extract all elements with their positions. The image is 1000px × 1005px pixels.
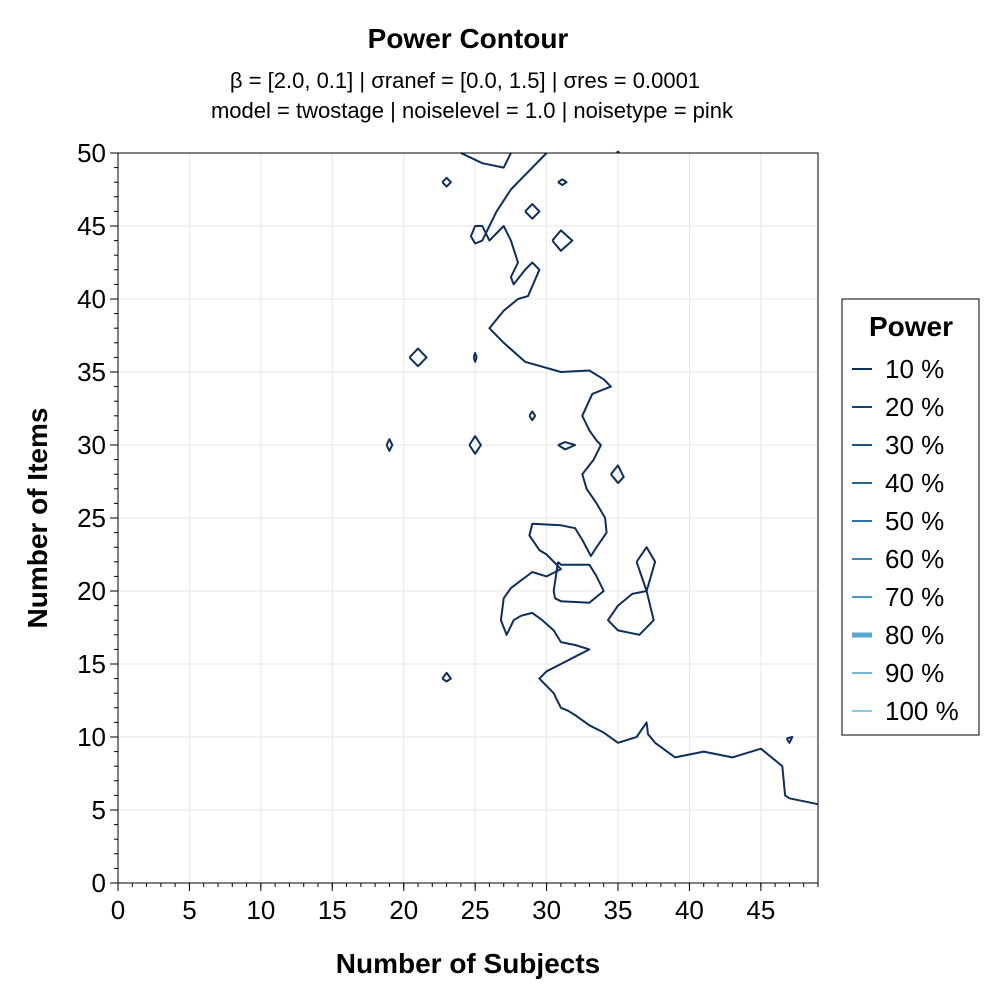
y-tick-label: 5 <box>92 795 106 825</box>
x-tick-label: 20 <box>389 895 418 925</box>
legend-title: Power <box>869 311 953 342</box>
x-tick-label: 25 <box>461 895 490 925</box>
chart-title: Power Contour <box>368 23 569 54</box>
legend-label: 20 % <box>885 392 944 422</box>
y-tick-label: 50 <box>77 138 106 168</box>
contour-line-10-percent <box>610 464 625 484</box>
contour-line-10-percent <box>468 435 482 455</box>
contour-lines <box>385 150 819 806</box>
y-tick-label: 45 <box>77 211 106 241</box>
y-tick-label: 20 <box>77 576 106 606</box>
legend-label: 90 % <box>885 658 944 688</box>
x-tick-label: 5 <box>182 895 196 925</box>
chart-subtitle-line-1: β = [2.0, 0.1] | σranef = [0.0, 1.5] | σ… <box>230 68 700 93</box>
y-tick-label: 15 <box>77 649 106 679</box>
contour-line-10-percent <box>441 176 452 188</box>
contour-line-10-percent <box>524 203 541 220</box>
y-tick-label: 0 <box>92 868 106 898</box>
contour-line-10-percent <box>408 347 428 368</box>
x-tick-label: 30 <box>532 895 561 925</box>
contour-line-10-percent <box>469 152 819 806</box>
legend-label: 80 % <box>885 620 944 650</box>
y-tick-label: 25 <box>77 503 106 533</box>
contour-line-10-percent <box>557 441 577 451</box>
contour-line-10-percent <box>635 546 657 592</box>
legend-entries: 10 % 20 % 30 % 40 % 50 % 60 % 70 % 80 % 90 % 100 … <box>852 354 959 726</box>
contour-line-10-percent <box>385 438 394 452</box>
legend-label: 60 % <box>885 544 944 574</box>
y-axis-label: Number of Items <box>22 408 53 629</box>
y-tick-label: 10 <box>77 722 106 752</box>
contour-line-10-percent <box>607 590 655 636</box>
legend-box <box>841 298 980 736</box>
legend-label: 70 % <box>885 582 944 612</box>
contour-line-10-percent <box>551 229 574 252</box>
chart-subtitle-line-2: model = twostage | noiselevel = 1.0 | no… <box>211 98 734 123</box>
legend-label: 100 % <box>885 696 959 726</box>
grid <box>118 153 818 883</box>
legend-label: 40 % <box>885 468 944 498</box>
x-tick-label: 35 <box>604 895 633 925</box>
contour-line-10-percent <box>785 736 794 744</box>
y-tick-labels: 0 5 10 15 20 25 30 35 40 45 50 <box>77 138 106 898</box>
legend-label: 10 % <box>885 354 944 384</box>
x-tick-label: 40 <box>675 895 704 925</box>
contour-line-10-percent <box>552 561 605 604</box>
contour-line-10-percent <box>460 152 512 169</box>
legend-label: 50 % <box>885 506 944 536</box>
contour-line-10-percent <box>616 150 620 154</box>
contour-line-10-percent <box>441 671 452 683</box>
x-tick-label: 0 <box>111 895 125 925</box>
x-axis-label: Number of Subjects <box>336 948 600 979</box>
contour-line-10-percent <box>528 410 537 422</box>
contour-line-10-percent <box>472 352 478 363</box>
legend-label: 30 % <box>885 430 944 460</box>
x-tick-label: 10 <box>246 895 275 925</box>
axis-ticks <box>110 152 819 891</box>
y-tick-label: 30 <box>77 430 106 460</box>
x-tick-label: 15 <box>318 895 347 925</box>
legend: Power 10 % 20 % 30 % 40 % 50 % 60 % 70 % 80 % 90… <box>841 298 980 736</box>
x-tick-labels: 0 5 10 15 20 25 30 35 40 45 <box>111 895 776 925</box>
x-tick-label: 45 <box>746 895 775 925</box>
contour-line-10-percent <box>557 178 568 187</box>
y-tick-label: 40 <box>77 284 106 314</box>
y-tick-label: 35 <box>77 357 106 387</box>
